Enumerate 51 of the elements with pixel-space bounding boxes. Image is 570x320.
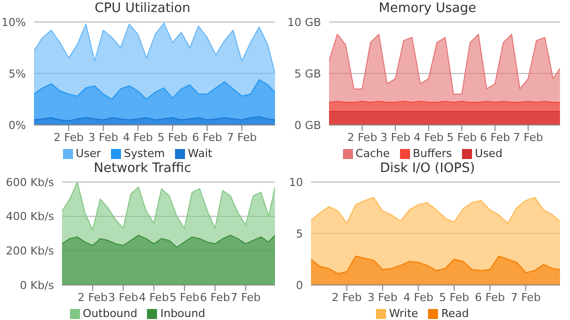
x-tick-label: 6 Feb (474, 290, 505, 304)
legend-label: Read (441, 307, 469, 320)
y-tick-label: 10 (289, 176, 303, 189)
x-tick-label: 2 Feb (332, 290, 362, 304)
legend-label: Write (389, 307, 418, 320)
y-tick-label: 5% (8, 67, 26, 80)
x-tick-label: 3 Feb (368, 290, 398, 304)
x-tick-label: 6 Feb (480, 130, 510, 144)
legend-label: System (124, 147, 165, 160)
y-tick-label: 0 GB (294, 118, 321, 132)
legend-label: Used (474, 147, 502, 160)
x-tick-label: 3 Feb (88, 130, 118, 144)
y-tick-label: 400 Kb/s (6, 210, 54, 224)
x-tick-label: 2 Feb (347, 130, 378, 144)
y-tick-label: 0 (296, 278, 303, 292)
y-tick-label: 600 Kb/s (6, 176, 54, 189)
x-tick-label: 6 Feb (192, 130, 222, 144)
legend-label: Cache (356, 147, 390, 160)
legend-label: Inbound (160, 307, 206, 320)
x-tick-label: 6 Feb (200, 290, 230, 304)
chart-title: Network Traffic (94, 161, 192, 176)
legend-label: Wait (188, 147, 212, 160)
legend-label: Buffers (412, 147, 452, 160)
chart-title: Disk I/O (IOPS) (380, 161, 475, 176)
y-tick-label: 200 Kb/s (6, 244, 54, 258)
x-tick-label: 5 Feb (158, 130, 188, 144)
x-tick-label: 5 Feb (446, 130, 477, 144)
x-tick-label: 2 Feb (54, 130, 84, 144)
x-tick-label: 7 Feb (226, 130, 257, 144)
y-tick-label: 0 Kb/s (20, 278, 54, 292)
x-tick-label: 2 Feb (78, 290, 108, 304)
x-tick-label: 7 Feb (230, 290, 261, 304)
x-tick-label: 4 Feb (122, 130, 153, 144)
y-tick-label: 5 (296, 227, 303, 240)
chart-title: CPU Utilization (94, 1, 190, 16)
legend-label: User (76, 147, 101, 160)
x-tick-label: 5 Feb (169, 290, 200, 304)
y-tick-label: 0% (8, 118, 26, 132)
x-tick-label: 4 Feb (403, 290, 434, 304)
x-tick-label: 4 Feb (414, 130, 444, 144)
x-tick-label: 7 Feb (510, 290, 541, 304)
y-tick-label: 10 GB (287, 16, 321, 29)
y-tick-label: 5 GB (294, 67, 321, 80)
x-tick-label: 3 Feb (108, 290, 138, 304)
x-tick-label: 3 Feb (380, 130, 410, 144)
y-tick-label: 10% (2, 16, 26, 29)
x-tick-label: 5 Feb (439, 290, 470, 304)
chart-title: Memory Usage (378, 1, 476, 16)
legend-label: Outbound (82, 307, 138, 320)
x-tick-label: 7 Feb (513, 130, 544, 144)
x-tick-label: 4 Feb (138, 290, 169, 304)
